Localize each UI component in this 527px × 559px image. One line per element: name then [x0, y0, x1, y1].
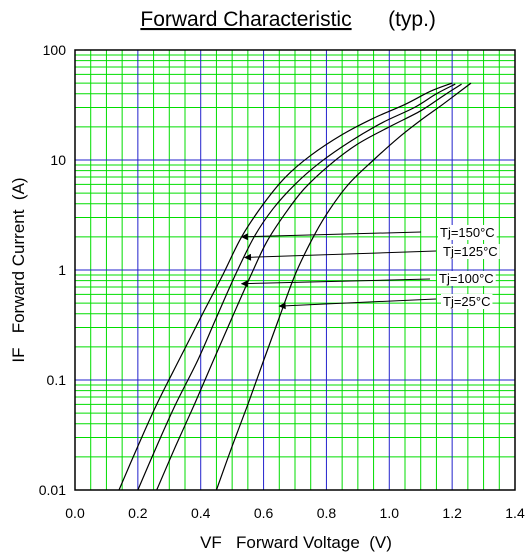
x-tick-label: 0.2 — [128, 505, 148, 521]
annotation-label-background — [441, 244, 500, 259]
x-tick-label: 0.6 — [254, 505, 274, 521]
y-axis-title: IF Forward Current (A) — [9, 177, 28, 362]
y-tick-label: 1 — [58, 262, 66, 278]
annotation-label-tj-150-c: Tj=150°C — [440, 225, 495, 240]
x-tick-label: 1.0 — [380, 505, 400, 521]
plot-frame — [74, 49, 516, 491]
grid — [75, 50, 515, 490]
annotation-label-tj-25-c: Tj=25°C — [443, 294, 490, 309]
y-tick-label: 0.01 — [39, 482, 66, 498]
x-tick-label: 1.4 — [505, 505, 525, 521]
annotation-arrow-tj-100-c — [240, 278, 431, 288]
annotation-label-background — [438, 225, 497, 240]
chart-subtitle: (typ.) — [388, 8, 436, 31]
curves — [118, 82, 472, 491]
annotation-label-tj-125-c: Tj=125°C — [443, 244, 498, 259]
series-line-tj-125-c — [137, 83, 456, 491]
y-tick-labels: 0.01 0.1 1 10 100 — [39, 42, 66, 498]
x-tick-label: 1.2 — [442, 505, 462, 521]
annotation-arrow-tj-125-c — [244, 250, 437, 261]
series-line-tj-25-c — [215, 82, 472, 491]
x-tick-label: 0.8 — [317, 505, 337, 521]
annotation-label-tj-100-c: Tj=100°C — [439, 271, 494, 286]
annotation-arrow-tj-150-c — [240, 231, 422, 241]
series-line-tj-150-c — [118, 82, 453, 491]
y-tick-label: 0.1 — [47, 372, 67, 388]
annotation-label-background — [441, 294, 493, 309]
annotation-label-background — [437, 271, 496, 286]
y-tick-label: 100 — [43, 42, 67, 58]
x-tick-label: 0.0 — [65, 505, 85, 521]
series-line-tj-100-c — [156, 83, 462, 491]
x-tick-label: 0.4 — [191, 505, 211, 521]
annotation-arrow-tj-25-c — [278, 298, 437, 310]
y-tick-label: 10 — [50, 152, 66, 168]
chart-title: Forward Characteristic — [140, 8, 351, 31]
x-tick-labels: 0.0 0.2 0.4 0.6 0.8 1.0 1.2 1.4 — [65, 505, 525, 521]
x-axis-title: VF Forward Voltage (V) — [200, 533, 392, 552]
curve-annotations: Tj=150°C Tj=125°C Tj=100°C Tj=25°C — [240, 225, 500, 310]
